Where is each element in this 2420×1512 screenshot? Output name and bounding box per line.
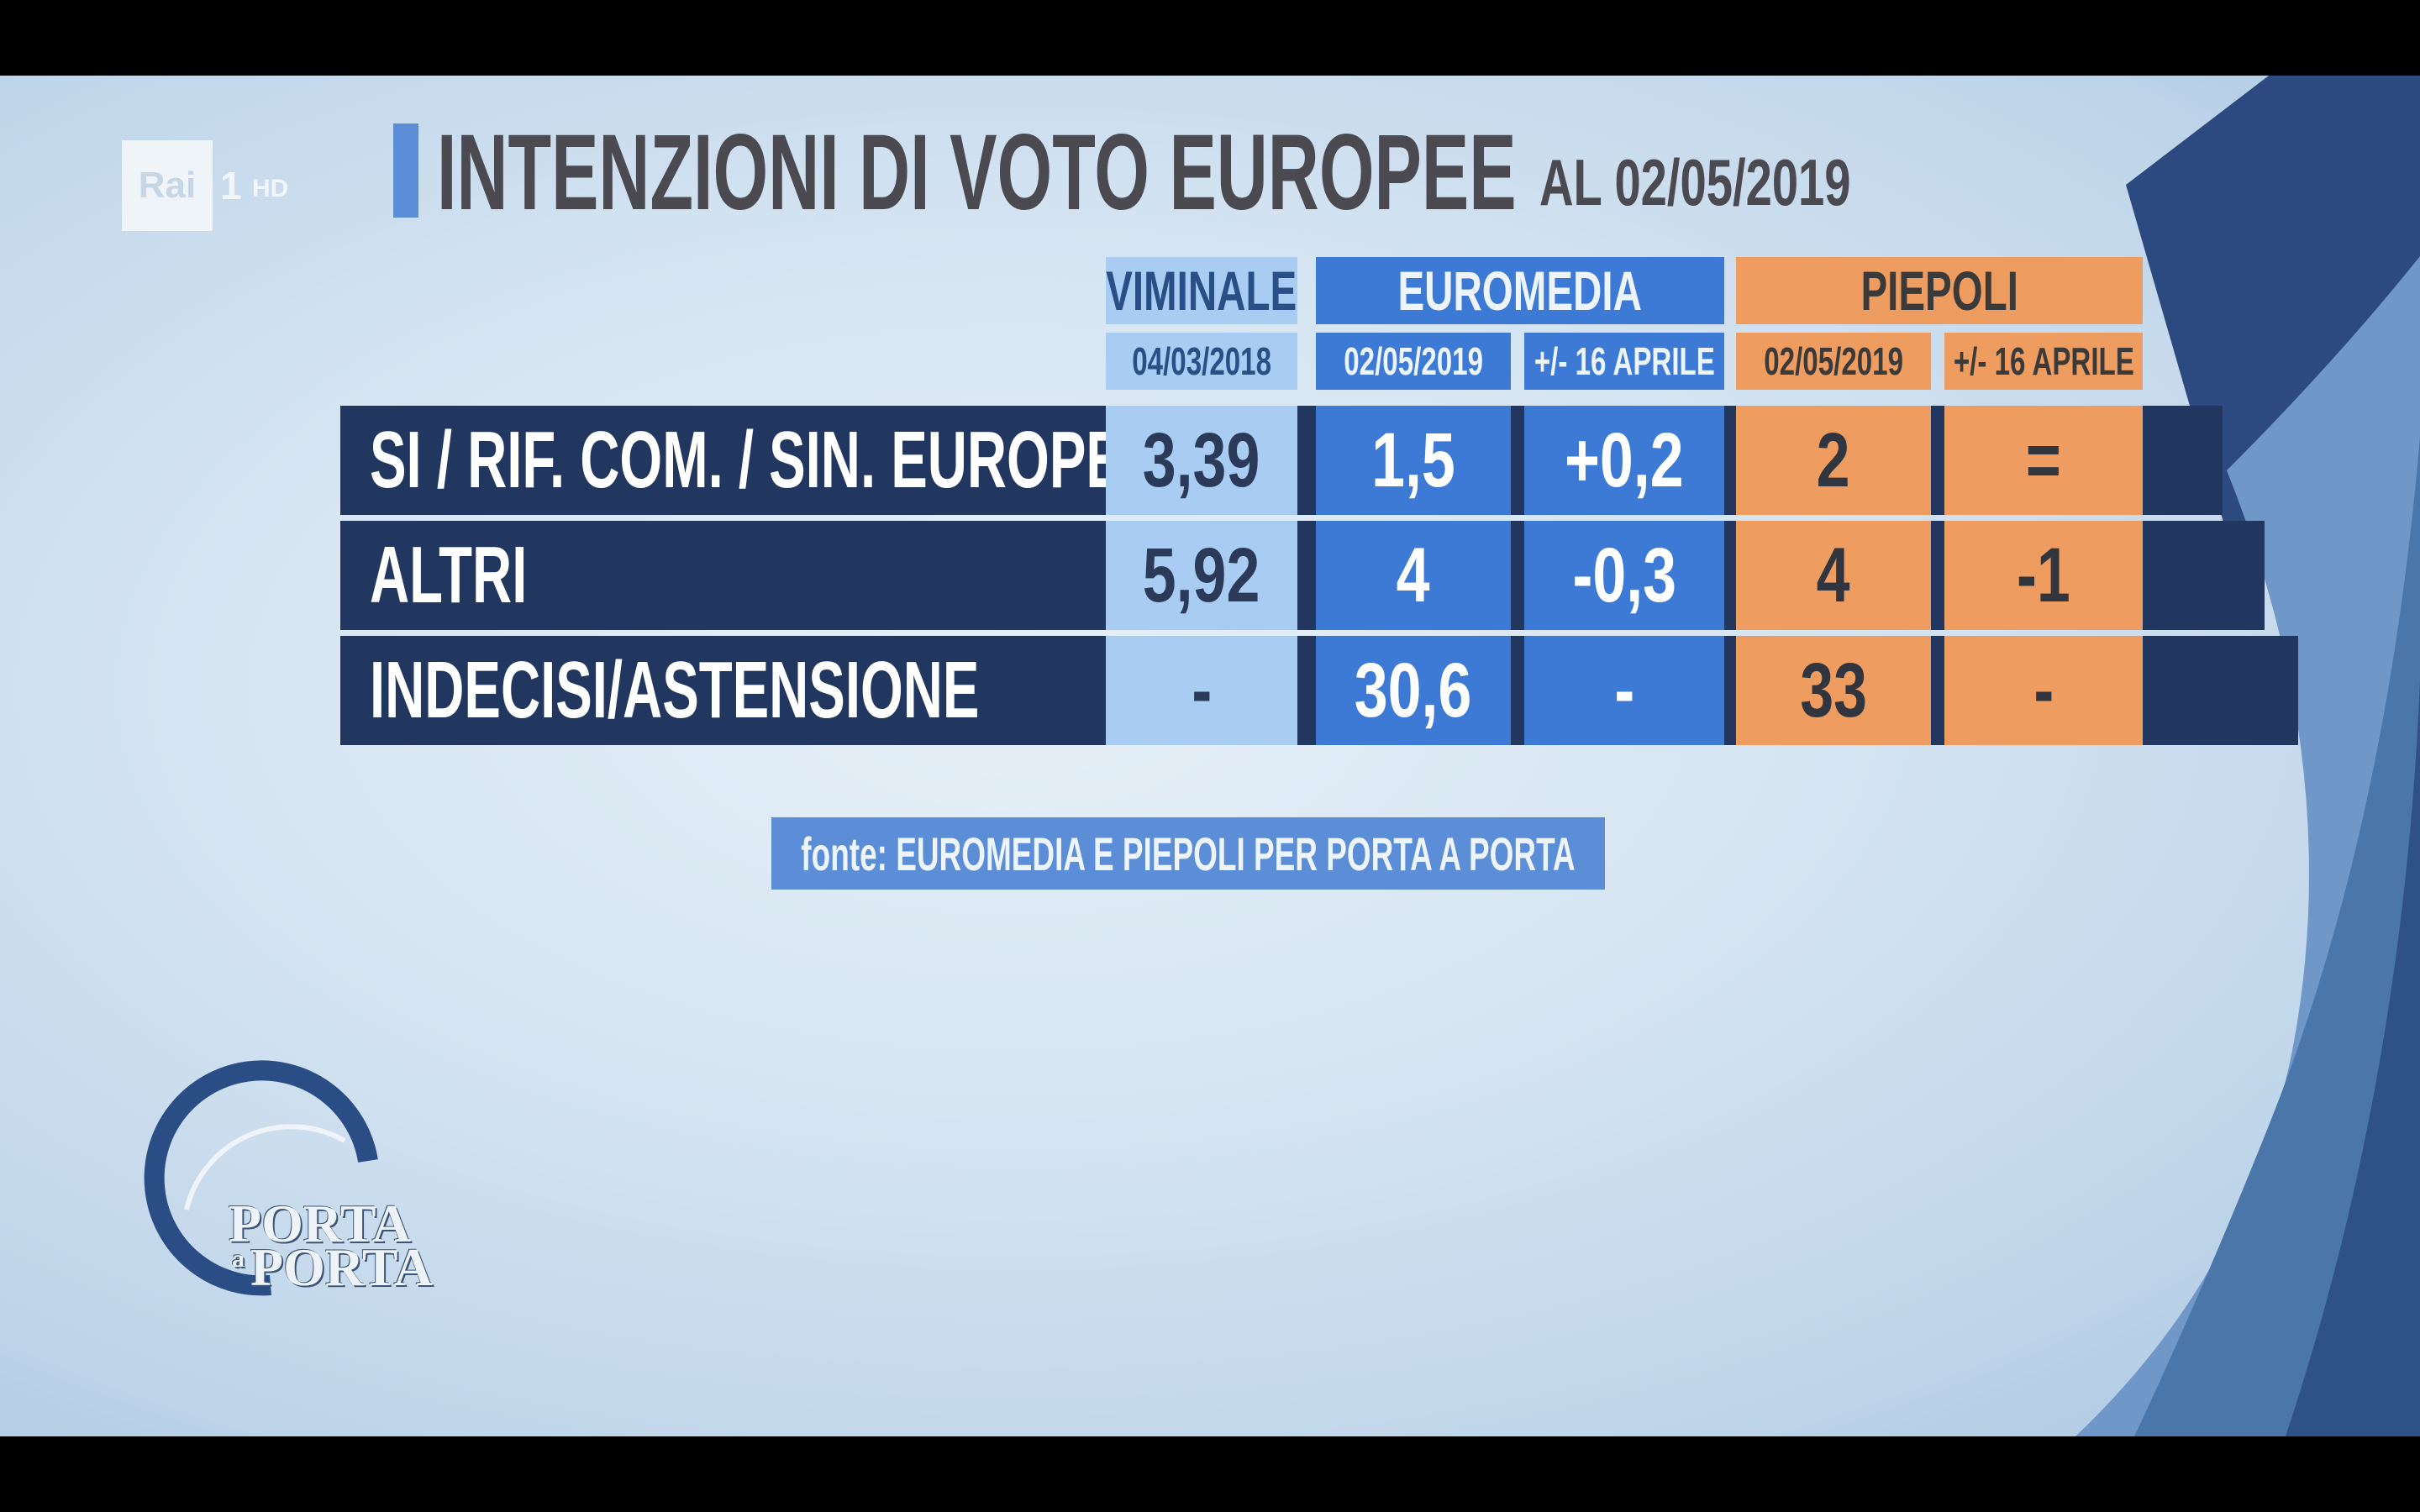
source-caption: fonte: EUROMEDIA E PIEPOLI PER PORTA A P… xyxy=(771,817,1605,890)
title-date: AL 02/05/2019 xyxy=(1539,145,1851,219)
cell-piepoli-delta: - xyxy=(1944,636,2143,745)
title-accent-bar xyxy=(393,123,418,218)
subheader-piepoli-delta: +/- 16 APRILE xyxy=(1944,333,2143,390)
page-title: INTENZIONI DI VOTO EUROPEE xyxy=(437,118,2072,227)
cell-piepoli-delta: -1 xyxy=(1944,521,2143,630)
broadcast-frame: Rai 1 HD INTENZIONI DI VOTO EUROPEE AL 0… xyxy=(0,76,2420,1436)
subheader-euromedia-delta: +/- 16 APRILE xyxy=(1524,333,1724,390)
subheader-euromedia-date: 02/05/2019 xyxy=(1316,333,1511,390)
cell-viminale: 3,39 xyxy=(1106,406,1297,515)
porta-a-porta-ring-icon xyxy=(144,1060,378,1296)
row-label: SI / RIF. COM. / SIN. EUROPEA xyxy=(370,415,1163,505)
cell-piepoli-delta: = xyxy=(1944,406,2143,515)
rai-logo: Rai xyxy=(122,140,213,231)
cell-euromedia-delta: +0,2 xyxy=(1524,406,1724,515)
cell-viminale: 5,92 xyxy=(1106,521,1297,630)
row-label: INDECISI/ASTENSIONE xyxy=(370,645,980,735)
show-logo-line1: PORTA xyxy=(229,1194,411,1253)
row-label: ALTRI xyxy=(370,530,528,620)
cell-euromedia-delta: - xyxy=(1524,636,1724,745)
background-decoration xyxy=(2075,76,2420,1436)
title-main: INTENZIONI DI VOTO EUROPEE xyxy=(437,113,1517,233)
cell-euromedia-delta: -0,3 xyxy=(1524,521,1724,630)
cell-euromedia: 1,5 xyxy=(1316,406,1511,515)
show-logo-line2: PORTA xyxy=(250,1237,433,1297)
show-logo-a: a xyxy=(232,1245,245,1273)
subheader-viminale-date: 04/03/2018 xyxy=(1106,333,1297,390)
subheader-piepoli-date: 02/05/2019 xyxy=(1736,333,1931,390)
cell-piepoli: 33 xyxy=(1736,636,1931,745)
header-euromedia: EUROMEDIA xyxy=(1316,257,1724,324)
hd-badge: HD xyxy=(252,175,289,202)
cell-euromedia: 30,6 xyxy=(1316,636,1511,745)
table-row xyxy=(340,521,2265,630)
cell-viminale: - xyxy=(1106,636,1297,745)
cell-piepoli: 4 xyxy=(1736,521,1931,630)
header-piepoli: PIEPOLI xyxy=(1736,257,2143,324)
cell-piepoli: 2 xyxy=(1736,406,1931,515)
header-viminale: VIMINALE xyxy=(1106,257,1297,324)
cell-euromedia: 4 xyxy=(1316,521,1511,630)
channel-number: 1 xyxy=(220,164,242,207)
